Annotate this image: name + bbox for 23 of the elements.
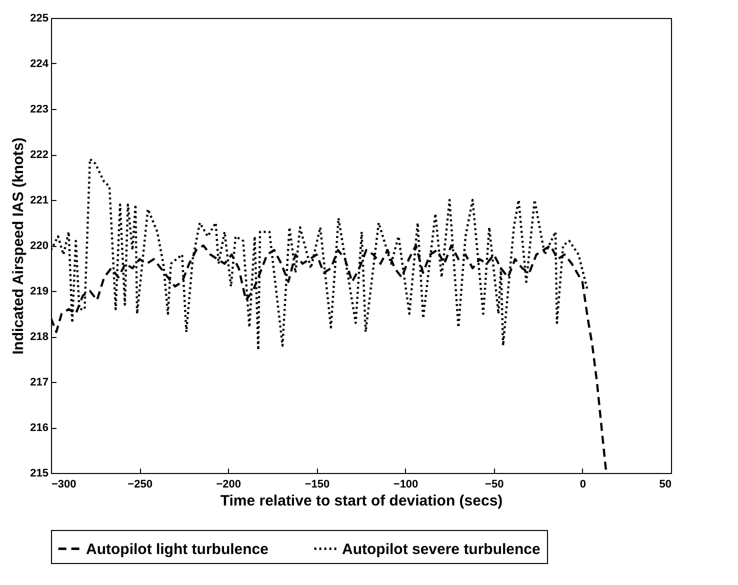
y-tick-label: 225 bbox=[30, 12, 48, 24]
y-tick-label: 223 bbox=[30, 104, 48, 116]
y-tick-label: 216 bbox=[30, 422, 48, 434]
x-tick-label: −50 bbox=[485, 478, 504, 490]
y-tick-label: 224 bbox=[30, 58, 50, 70]
x-tick-label: −250 bbox=[128, 478, 152, 490]
y-axis-title: Indicated Airspeed IAS (knots) bbox=[10, 138, 28, 354]
x-tick-label: −150 bbox=[304, 478, 330, 490]
y-tick-label: 222 bbox=[30, 149, 48, 161]
x-tick-label: −200 bbox=[216, 478, 242, 490]
y-tick-label: 219 bbox=[30, 286, 48, 298]
y-tick-label: 218 bbox=[30, 331, 48, 343]
legend-label: Autopilot severe turbulence bbox=[342, 540, 540, 558]
y-tick-label: 215 bbox=[30, 468, 48, 480]
y-tick-label: 217 bbox=[30, 376, 48, 388]
legend-label: Autopilot light turbulence bbox=[86, 540, 268, 558]
y-tick-label: 221 bbox=[30, 194, 48, 206]
x-tick-label: 50 bbox=[659, 478, 672, 490]
x-axis-title: Time relative to start of deviation (secs) bbox=[220, 492, 503, 510]
x-tick-label: −100 bbox=[393, 478, 418, 490]
x-tick-label: 0 bbox=[580, 478, 586, 490]
x-tick-label: −300 bbox=[52, 478, 76, 490]
y-tick-label: 220 bbox=[30, 240, 48, 252]
